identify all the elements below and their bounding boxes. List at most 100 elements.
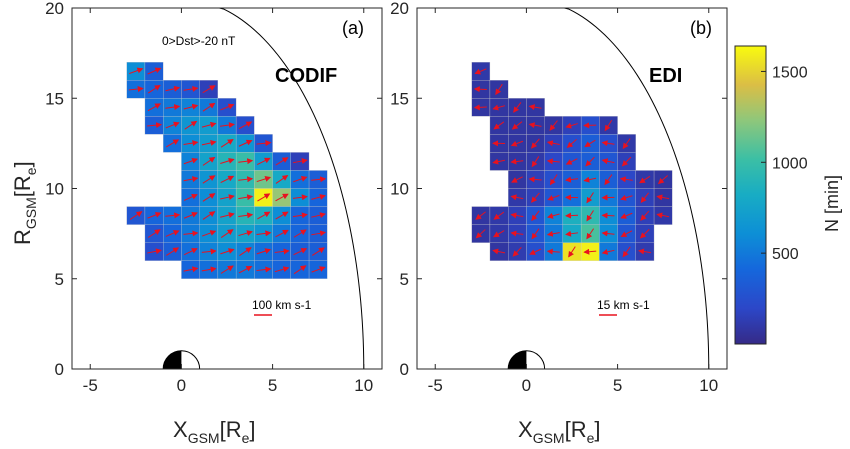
velocity-arrow <box>220 212 235 219</box>
velocity-arrow <box>220 229 234 238</box>
velocity-arrow <box>202 230 217 237</box>
velocity-arrow <box>656 212 670 219</box>
velocity-arrow <box>147 212 162 219</box>
x-tick-label: 5 <box>268 376 277 395</box>
panel-b: -5 0 5 10 0 5 10 15 20 (b) EDI 15 km s-1 XGSM[Re… <box>390 0 728 446</box>
velocity-arrow <box>292 194 308 201</box>
velocity-arrow <box>147 103 162 112</box>
velocity-arrow <box>256 266 272 273</box>
velocity-arrow <box>511 121 523 130</box>
magnetopause-arc <box>526 7 710 370</box>
velocity-arrow <box>165 104 181 110</box>
velocity-arrow <box>238 266 253 274</box>
colorbar-ticks: 500 1000 1500 <box>761 64 808 263</box>
x-tick-label: 5 <box>613 376 622 395</box>
velocity-arrow <box>129 67 144 75</box>
velocity-arrow <box>238 230 253 237</box>
velocity-arrow <box>565 158 578 165</box>
velocity-arrow <box>601 140 615 147</box>
velocity-arrow <box>583 176 597 183</box>
velocity-arrow <box>528 104 542 111</box>
y-tick-label: 5 <box>400 270 409 289</box>
velocity-arrow <box>275 211 289 220</box>
velocity-arrow <box>147 229 161 238</box>
velocity-arrow <box>238 212 254 219</box>
velocity-arrow <box>601 230 615 237</box>
velocity-arrow <box>275 229 289 238</box>
velocity-arrow <box>220 157 235 164</box>
velocity-arrow <box>601 158 615 165</box>
velocity-arrow <box>513 102 522 113</box>
velocity-arrow <box>311 230 327 237</box>
velocity-arrow <box>201 140 217 146</box>
velocity-arrow <box>128 86 144 93</box>
instrument-title: CODIF <box>275 65 337 87</box>
x-tick-label: 0 <box>522 376 531 395</box>
velocity-arrow <box>220 103 235 111</box>
velocity-arrow <box>201 248 217 255</box>
velocity-arrow <box>619 176 633 183</box>
velocity-arrow <box>256 140 272 147</box>
velocity-arrow <box>493 230 505 238</box>
velocity-arrow <box>220 194 235 201</box>
colorbar-label: N [min] <box>822 175 842 232</box>
y-tick-label: 0 <box>55 360 64 379</box>
x-axis-label: XGSM[Re] <box>518 417 601 446</box>
velocity-arrow <box>166 139 180 148</box>
velocity-arrow <box>220 248 235 255</box>
velocity-arrow <box>585 156 595 167</box>
panel-label: (b) <box>690 18 712 38</box>
velocity-arrow <box>165 121 180 129</box>
velocity-arrow <box>620 212 633 219</box>
velocity-arrow <box>492 104 505 111</box>
velocity-arrow <box>528 122 542 129</box>
velocity-arrow <box>510 230 524 237</box>
earth-nightside <box>508 350 527 369</box>
velocity-arrow <box>311 266 326 273</box>
y-tick-label: 15 <box>390 89 409 108</box>
velocity-arrow <box>473 104 487 111</box>
velocity-arrow <box>129 211 143 220</box>
velocity-arrow <box>311 176 327 183</box>
velocity-arrow <box>549 120 558 131</box>
velocity-arrow <box>165 85 181 92</box>
velocity-arrow <box>183 176 199 183</box>
velocity-arrow <box>293 248 308 256</box>
velocity-arrow <box>547 194 560 201</box>
velocity-arrow <box>238 158 254 165</box>
colorbar-tick-label: 1500 <box>772 64 808 81</box>
velocity-arrow <box>183 85 199 92</box>
velocity-arrow <box>565 122 578 129</box>
x-tick-label: 10 <box>699 376 718 395</box>
colorbar-tick-label: 500 <box>772 246 799 263</box>
velocity-arrow <box>183 193 198 201</box>
y-tick-label: 5 <box>55 270 64 289</box>
velocity-arrow <box>220 265 234 274</box>
velocity-arrow <box>495 83 503 96</box>
magnetopause-arc <box>181 7 365 370</box>
panel-a: -5 0 5 10 0 5 10 15 20 (a) 0>Dst>-20 nT CODIF 10… <box>10 0 383 446</box>
velocity-arrow <box>493 121 505 130</box>
velocity-arrow <box>546 230 560 237</box>
velocity-arrow <box>583 248 597 255</box>
y-axis-label: RGSM[Re] <box>10 161 39 245</box>
velocity-arrow <box>586 228 595 240</box>
velocity-arrow <box>202 156 216 166</box>
velocity-arrow <box>275 174 289 184</box>
velocity-arrow <box>510 212 524 219</box>
velocity-arrow <box>239 247 252 257</box>
velocity-arrow <box>183 157 199 165</box>
velocity-arrow <box>183 212 198 219</box>
velocity-arrow <box>622 138 631 150</box>
velocity-arrow <box>293 265 307 275</box>
colorbar-gradient <box>734 45 767 345</box>
velocity-arrow <box>238 194 254 201</box>
velocity-arrow <box>531 138 540 149</box>
velocity-arrow <box>492 158 506 165</box>
velocity-arrow <box>202 211 216 220</box>
velocity-arrow <box>474 68 487 75</box>
velocity-arrow <box>201 121 217 128</box>
velocity-arrow <box>238 121 253 130</box>
velocity-arrow <box>293 175 308 183</box>
velocity-arrow <box>147 67 162 75</box>
